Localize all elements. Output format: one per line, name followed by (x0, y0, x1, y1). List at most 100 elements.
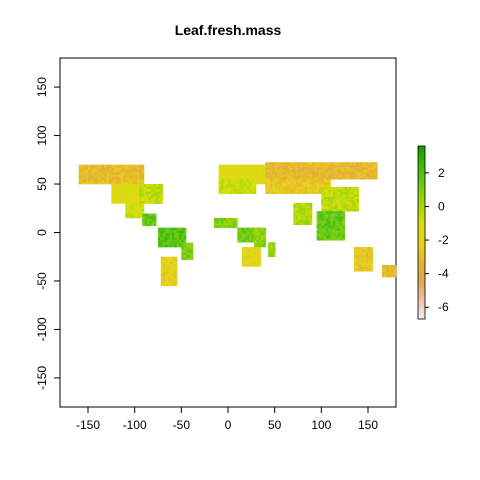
map-cell (163, 283, 166, 287)
map-cell (298, 184, 301, 187)
map-cell (319, 216, 322, 219)
map-cell (330, 162, 334, 165)
map-cell (347, 162, 350, 165)
map-cell (342, 237, 345, 241)
map-cell (132, 181, 135, 185)
map-cell (300, 207, 303, 211)
map-cell (291, 167, 294, 170)
map-cell (118, 198, 121, 202)
map-cell (144, 200, 147, 204)
map-cell (242, 261, 245, 265)
map-cell (356, 251, 359, 255)
map-cell (216, 217, 219, 221)
map-cell (342, 232, 345, 236)
map-cell (237, 234, 240, 238)
map-cell (337, 189, 341, 193)
map-cell (344, 191, 348, 195)
map-cell (216, 220, 219, 224)
map-cell (132, 174, 135, 178)
map-cell (111, 191, 114, 195)
map-cell (109, 174, 112, 178)
map-cell (323, 162, 327, 165)
map-cell (134, 191, 138, 195)
map-cell (102, 176, 105, 180)
map-cell (323, 203, 327, 207)
map-cell (137, 200, 140, 204)
map-cell (286, 181, 289, 185)
map-cell (279, 188, 282, 192)
map-cell (81, 174, 84, 178)
map-cell (221, 186, 224, 190)
map-cell (288, 164, 292, 168)
map-cell (372, 167, 376, 170)
map-cell (113, 186, 117, 190)
map-cell (181, 247, 184, 251)
map-cell (125, 200, 128, 204)
map-cell (254, 227, 257, 231)
map-cell (286, 164, 289, 168)
map-cell (261, 234, 264, 238)
x-tick-label: 100 (311, 418, 331, 432)
map-cell (337, 174, 341, 178)
map-cell (286, 176, 289, 180)
map-cell (188, 245, 191, 248)
map-cell (288, 186, 292, 190)
map-cell (356, 206, 359, 210)
map-cell (300, 186, 303, 190)
y-tick-label: 100 (35, 125, 49, 145)
map-cell (132, 184, 135, 187)
map-cell (328, 162, 331, 165)
map-cell (354, 174, 357, 178)
map-cell (356, 203, 359, 207)
map-cell (163, 273, 166, 277)
map-cell (270, 254, 274, 258)
map-cell (333, 169, 336, 173)
map-cell (281, 181, 285, 185)
map-cell (291, 164, 294, 168)
map-cell (172, 268, 176, 272)
map-cell (340, 189, 343, 193)
map-cell (158, 193, 161, 197)
map-cell (118, 196, 121, 199)
map-cell (323, 230, 327, 234)
map-cell (307, 171, 310, 175)
map-cell (295, 174, 299, 178)
map-cell (125, 210, 128, 214)
map-cell (186, 242, 189, 246)
map-cell (281, 171, 285, 175)
map-cell (99, 179, 103, 182)
map-cell (354, 162, 357, 165)
map-cell (335, 199, 338, 202)
colorbar-segment (418, 275, 425, 280)
map-cell (347, 201, 350, 205)
map-cell (281, 162, 285, 165)
map-cell (291, 188, 294, 192)
map-cell (160, 184, 163, 187)
map-cell (95, 176, 98, 180)
map-cell (323, 199, 327, 202)
map-cell (132, 167, 135, 170)
map-cell (333, 176, 336, 180)
map-cell (228, 225, 231, 228)
map-cell (354, 167, 357, 170)
map-cell (232, 179, 236, 182)
map-cell (160, 261, 164, 265)
map-cell (279, 181, 282, 185)
map-cell (225, 191, 229, 195)
map-cell (330, 235, 334, 239)
map-cell (333, 171, 336, 175)
map-cell (170, 266, 173, 270)
map-cell (393, 269, 397, 273)
map-cell (123, 186, 126, 190)
map-cell (312, 186, 315, 190)
map-cell (127, 181, 131, 185)
map-cell (307, 174, 310, 178)
map-cell (137, 213, 140, 216)
map-cell (330, 225, 334, 229)
map-cell (370, 251, 373, 255)
map-cell (144, 213, 148, 217)
map-cell (179, 244, 182, 248)
map-cell (249, 184, 252, 187)
map-cell (218, 184, 222, 187)
map-cell (253, 264, 257, 267)
